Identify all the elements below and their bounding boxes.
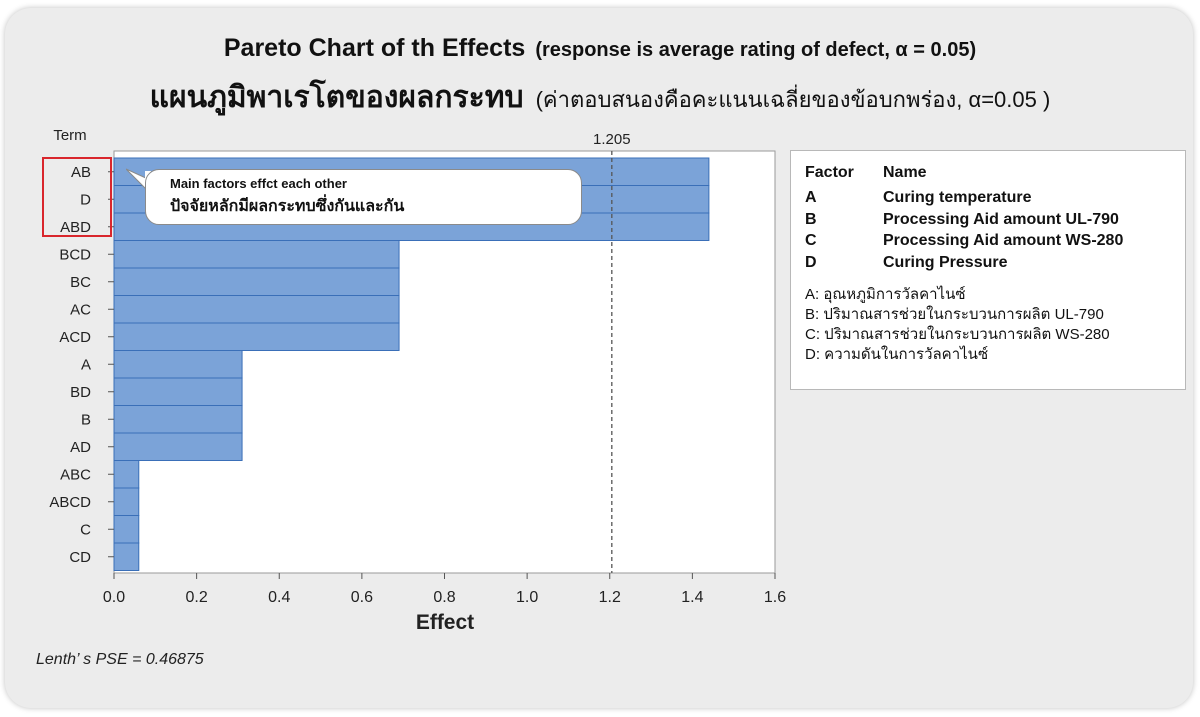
y-tick-label: ABC <box>60 466 91 483</box>
bar-BC <box>113 267 400 296</box>
callout-text-thai: ปัจจัยหลักมีผลกระทบซึ่งกันและกัน <box>170 198 405 215</box>
x-axis-title: Effect <box>416 611 474 634</box>
bar-ACD <box>113 322 400 351</box>
legend-header-name: Name <box>883 164 927 181</box>
bar-BD <box>113 377 243 406</box>
factor-name: Curing Pressure <box>883 253 1008 271</box>
factor-code: B <box>805 210 817 228</box>
factor-name: Processing Aid amount UL-790 <box>883 210 1119 228</box>
chart-title-thai: แผนภูมิพาเรโตของผลกระทบ (ค่าตอบสนองคือคะแ… <box>0 74 1200 121</box>
bar-C <box>113 515 140 544</box>
y-tick-label: B <box>81 411 91 428</box>
factor-name: Processing Aid amount WS-280 <box>883 232 1124 249</box>
y-tick-label: AC <box>70 301 91 318</box>
factor-code: C <box>805 232 817 249</box>
callout-text-english: Main factors effct each other <box>170 176 347 191</box>
bar-AD <box>113 432 243 461</box>
legend-thai-row: B: ปริมาณสารช่วยในกระบวนการผลิต UL-790 <box>805 306 1104 323</box>
legend-factor-row: B Processing Aid amount UL-790 <box>805 209 1185 231</box>
x-tick-label: 0.4 <box>268 589 290 606</box>
chart-title-english: Pareto Chart of th Effects (response is a… <box>0 34 1200 63</box>
y-tick-label: ABD <box>60 219 91 236</box>
y-tick-label: A <box>81 356 91 373</box>
bar-ABCD <box>113 487 140 516</box>
bar-A <box>113 350 243 379</box>
y-tick-label: BD <box>70 384 91 401</box>
title-en-subtitle: (response is average rating of defect, α… <box>535 39 977 61</box>
bar-CD <box>113 542 140 571</box>
title-th-subtitle: (ค่าตอบสนองคือคะแนนเฉลี่ยของข้อบกพร่อง, … <box>535 87 1051 112</box>
x-tick-label: 1.4 <box>681 589 703 606</box>
legend-thai-row: D: ความดันในการวัลคาไนซ์ <box>805 346 989 363</box>
bar-AC <box>113 295 400 324</box>
legend-thai-row: C: ปริมาณสารช่วยในกระบวนการผลิต WS-280 <box>805 326 1110 343</box>
legend-factor-row: A Curing temperature <box>805 187 1185 209</box>
legend-factor-row: D Curing Pressure <box>805 252 1185 274</box>
x-tick-label: 1.2 <box>599 589 621 606</box>
factor-legend: Factor Name A Curing temperature B Processi… <box>790 150 1186 390</box>
legend-factor-row: C Processing Aid amount WS-280 <box>805 230 1185 252</box>
y-tick-label: AD <box>70 439 91 456</box>
y-tick-label: BC <box>70 274 91 291</box>
main-factors-highlight-box <box>42 157 112 237</box>
x-tick-label: 1.6 <box>764 589 786 606</box>
legend-thai-row: A: อุณหภูมิการวัลคาไนซ์ <box>805 286 966 303</box>
legend-header: Factor Name <box>805 164 1185 182</box>
factor-name: Curing temperature <box>883 189 1032 206</box>
y-axis-title: Term <box>53 127 86 144</box>
title-th-main: แผนภูมิพาเรโตของผลกระทบ <box>149 81 524 114</box>
legend-thai-list: A: อุณหภูมิการวัลคาไนซ์ B: ปริมาณสารช่วย… <box>805 285 1185 365</box>
x-tick-label: 0.8 <box>433 589 455 606</box>
legend-factor-list: A Curing temperature B Processing Aid amou… <box>805 187 1185 273</box>
y-tick-label: ACD <box>59 329 91 346</box>
annotation-callout: Main factors effct each other ปัจจัยหลัก… <box>145 169 582 225</box>
x-tick-label: 0.6 <box>351 589 373 606</box>
y-tick-label: CD <box>69 549 91 566</box>
lenth-pse-note: Lenth’ s PSE = 0.46875 <box>36 651 204 668</box>
x-tick-label: 1.0 <box>516 589 538 606</box>
factor-code: D <box>805 253 817 271</box>
y-tick-label: D <box>80 191 91 208</box>
title-en-main: Pareto Chart of th Effects <box>223 34 526 62</box>
bar-BCD <box>113 240 400 269</box>
legend-header-factor: Factor <box>805 164 854 181</box>
reference-line-label: 1.205 <box>593 131 631 148</box>
y-tick-label: AB <box>71 164 91 181</box>
y-tick-label: C <box>80 521 91 538</box>
x-tick-label: 0.2 <box>186 589 208 606</box>
y-tick-label: ABCD <box>49 494 91 511</box>
factor-code: A <box>805 189 817 206</box>
y-tick-label: BCD <box>59 246 91 263</box>
bar-ABC <box>113 460 140 489</box>
bar-B <box>113 405 243 434</box>
x-tick-label: 0.0 <box>103 589 125 606</box>
